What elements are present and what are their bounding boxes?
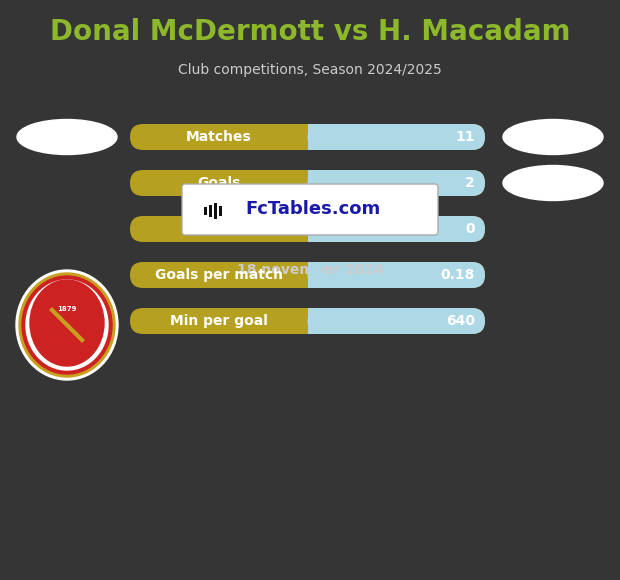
Text: Goals per match: Goals per match [155,268,283,282]
Bar [308,124,321,150]
Ellipse shape [503,119,603,154]
FancyBboxPatch shape [130,216,485,242]
Bar [214,203,217,219]
Text: 18 november 2024: 18 november 2024 [237,263,383,277]
FancyBboxPatch shape [308,308,485,334]
Text: Matches: Matches [186,130,252,144]
FancyBboxPatch shape [130,262,485,288]
Bar [308,262,321,288]
Text: 0: 0 [466,222,475,236]
Text: Hattricks: Hattricks [183,222,254,236]
Ellipse shape [22,276,112,374]
Text: 1879: 1879 [57,306,77,312]
Text: 2: 2 [465,176,475,190]
Bar [308,216,321,242]
Text: 640: 640 [446,314,475,328]
FancyBboxPatch shape [130,124,485,150]
FancyBboxPatch shape [308,170,485,196]
Text: Min per goal: Min per goal [170,314,268,328]
Bar [219,206,222,216]
Ellipse shape [16,270,118,380]
Text: 11: 11 [456,130,475,144]
Ellipse shape [17,119,117,154]
FancyBboxPatch shape [308,216,485,242]
Text: Club competitions, Season 2024/2025: Club competitions, Season 2024/2025 [178,63,442,77]
Ellipse shape [503,165,603,201]
Text: Goals: Goals [197,176,241,190]
Text: Donal McDermott vs H. Macadam: Donal McDermott vs H. Macadam [50,18,570,46]
FancyBboxPatch shape [308,124,485,150]
FancyBboxPatch shape [130,308,485,334]
Bar [209,205,212,217]
Bar [308,308,321,334]
Ellipse shape [26,280,108,370]
Bar [204,207,207,215]
FancyBboxPatch shape [130,170,485,196]
Text: 0.18: 0.18 [441,268,475,282]
Bar [308,170,321,196]
Ellipse shape [30,280,104,366]
Ellipse shape [19,273,115,377]
FancyBboxPatch shape [308,262,485,288]
FancyBboxPatch shape [182,184,438,235]
Text: FcTables.com: FcTables.com [246,200,381,218]
